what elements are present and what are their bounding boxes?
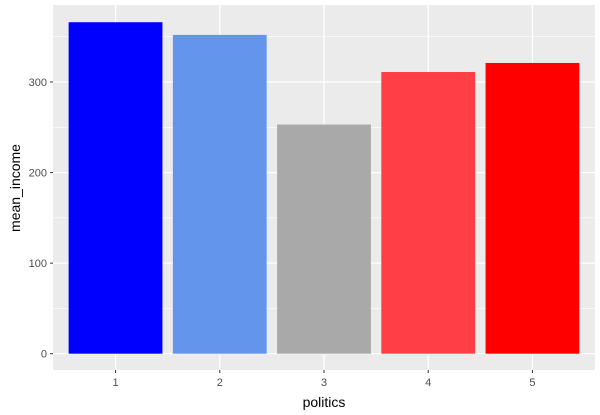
bar-2 <box>172 34 267 354</box>
bar-4 <box>381 72 476 354</box>
x-tick-label: 2 <box>217 377 223 389</box>
x-tick-label: 4 <box>425 377 431 389</box>
x-axis-ticks: 1 2 3 4 5 <box>112 370 536 389</box>
y-tick-label: 100 <box>29 258 47 270</box>
y-tick-label: 0 <box>41 349 47 361</box>
y-tick-label: 300 <box>29 77 47 89</box>
x-tick-label: 1 <box>112 377 118 389</box>
y-tick-label: 200 <box>29 168 47 180</box>
y-axis-ticks: 0 100 200 300 <box>29 77 53 361</box>
bar-1 <box>68 22 163 354</box>
x-axis-title: politics <box>303 394 346 410</box>
bar-3 <box>277 124 371 354</box>
x-tick-label: 3 <box>321 377 327 389</box>
bar-5 <box>485 62 580 354</box>
x-tick-label: 5 <box>529 377 535 389</box>
y-axis-title: mean_income <box>7 144 23 232</box>
bars <box>68 22 580 354</box>
